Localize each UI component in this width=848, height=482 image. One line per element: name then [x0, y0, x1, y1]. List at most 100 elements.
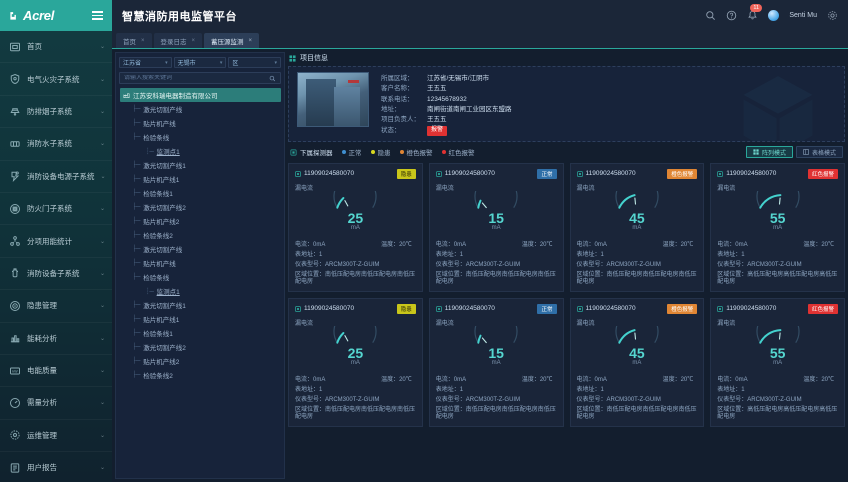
region-select-1[interactable]: 无锡市 ▾	[173, 57, 227, 68]
tree-node-10[interactable]: ├--- 检验条线2	[120, 228, 281, 242]
hamburger-icon[interactable]	[92, 11, 103, 20]
device-card-3[interactable]: 11909024580070 红色报警 漏电流 55 mA 电流：0mA 温度：…	[710, 162, 845, 292]
tree-node-2[interactable]: ├--- 贴片机产线	[120, 116, 281, 130]
tree-node-14[interactable]: ┊--- 监测点1	[120, 284, 281, 298]
search-box[interactable]	[119, 72, 281, 84]
card-header: 11909024580070 隐患	[295, 303, 416, 314]
sidebar-item-3[interactable]: 消防水子系统 ⌄	[0, 128, 112, 161]
card-id: 11909024580070	[717, 170, 776, 177]
tree-branch-icon: ├---	[132, 204, 141, 210]
avatar[interactable]	[768, 10, 780, 21]
device-card-0[interactable]: 11909024580070 隐患 漏电流 25 mA 电流：0mA 温度：20…	[288, 162, 423, 292]
sidebar: 首页 ⌄ 电气火灾子系统 ⌄ 防排烟子系统 ⌄ 消防水子系统 ⌄ 消防设备电源子…	[0, 31, 112, 482]
device-card-5[interactable]: 11909024580070 正常 漏电流 15 mA 电流：0mA 温度：20…	[428, 297, 564, 427]
sidebar-item-6[interactable]: 分项用能统计 ⌄	[0, 225, 112, 258]
sidebar-item-label: 首页	[27, 42, 42, 52]
card-details: 电流：0mA 温度：20℃ 表地址：1 仪表型号：ARCM300T-Z-GUIM…	[577, 377, 698, 422]
search-icon[interactable]	[269, 75, 276, 82]
card-row-location: 区域位置：南低压配电房南低压配电房南低压配电房	[576, 406, 697, 421]
tree-node-12[interactable]: ├--- 贴片机产线	[120, 256, 281, 270]
metric-label: 漏电流	[435, 185, 454, 192]
card-row-location: 区域位置：南低压配电房南低压配电房南低压配电房	[435, 271, 556, 286]
tab-2[interactable]: 蓄压源监测 ×	[204, 33, 260, 48]
tree-node-label: 贴片机产线1	[143, 317, 180, 324]
sidebar-item-12[interactable]: 运维管理 ⌄	[0, 420, 112, 453]
card-row-address: 表地址：1	[717, 251, 745, 258]
sidebar-item-13[interactable]: 用户报告 ⌄	[0, 452, 112, 482]
mode-button-1[interactable]: 表格模式	[795, 146, 843, 159]
temperature-value: 温度：20℃	[662, 376, 694, 383]
tree-node-label: 激光切割产线2	[143, 345, 186, 352]
sidebar-item-0[interactable]: 首页 ⌄	[0, 31, 112, 64]
search-icon[interactable]	[705, 10, 716, 21]
sidebar-item-5[interactable]: 防火门子系统 ⌄	[0, 193, 112, 226]
gauge-value: 55	[769, 344, 786, 361]
card-id-label: 11909024580070	[304, 170, 355, 178]
info-field-value: 南闸街道南闸工业园区东盟路	[427, 105, 512, 113]
card-row-model: 仪表型号：ARCM300T-Z-GUIM	[717, 396, 802, 403]
notifications[interactable]: 11	[747, 4, 763, 21]
gauge-value: 55	[769, 209, 786, 226]
tree-node-16[interactable]: ├--- 贴片机产线1	[120, 312, 281, 326]
tree-node-label: 贴片机产线	[143, 121, 176, 128]
tree-node-6[interactable]: ├--- 贴片机产线1	[120, 172, 281, 186]
chevron-down-icon: ⌄	[99, 76, 105, 83]
tab-0[interactable]: 首页 ×	[116, 33, 152, 48]
chevron-down-icon: ⌄	[99, 303, 105, 310]
chevron-down-icon: ▾	[219, 59, 223, 66]
gauge-chart	[756, 190, 800, 209]
temperature-value: 温度：20℃	[381, 241, 412, 248]
sidebar-item-9[interactable]: 能耗分析 ⌄	[0, 323, 112, 355]
card-row-location: 区域位置：高低压配电房高低压配电房高低压配电房	[717, 406, 838, 421]
search-input[interactable]	[124, 75, 270, 81]
device-card-1[interactable]: 11909024580070 正常 漏电流 15 mA 电流：0mA 温度：20…	[428, 162, 564, 292]
region-select-0[interactable]: 江苏省 ▾	[119, 57, 172, 68]
sidebar-item-7[interactable]: 消防设备子系统 ⌄	[0, 258, 112, 291]
tree-node-9[interactable]: ├--- 贴片机产线2	[120, 214, 281, 228]
gauge-unit: mA	[350, 224, 360, 231]
tree-node-4[interactable]: ┊--- 监测点1	[120, 144, 281, 158]
tree-node-1[interactable]: ├--- 激光切割产线	[120, 102, 281, 116]
sidebar-item-10[interactable]: kW 电能质量 ⌄	[0, 355, 112, 388]
sidebar-item-8[interactable]: 隐患管理 ⌄	[0, 290, 112, 323]
help-circle-icon[interactable]	[726, 10, 737, 21]
gauge-value: 25	[347, 209, 364, 226]
sidebar-item-11[interactable]: 需量分析 ⌄	[0, 387, 112, 420]
tree-node-8[interactable]: ├--- 激光切割产线2	[120, 200, 281, 214]
sidebar-item-1[interactable]: 电气火灾子系统 ⌄	[0, 63, 112, 96]
sidebar-item-4[interactable]: 消防设备电源子系统 ⌄	[0, 161, 112, 193]
project-info-panel: 所属区域： 江苏省/无锡市/江阴市 客户名称： 王五五 联系电话： 123456…	[288, 66, 845, 142]
tree-node-15[interactable]: ├--- 激光切割产线1	[120, 298, 281, 312]
sidebar-item-2[interactable]: 防排烟子系统 ⌄	[0, 96, 112, 129]
tree-node-root[interactable]: 江苏安科瑞电器制造有限公司	[120, 88, 281, 102]
device-card-2[interactable]: 11909024580070 橙色报警 漏电流 45 mA 电流：0mA 温度：…	[569, 162, 705, 292]
gauge-unit: mA	[773, 224, 783, 231]
tree-node-11[interactable]: ├--- 激光切割产线	[120, 242, 281, 256]
close-icon[interactable]: ×	[248, 37, 253, 44]
mode-button-0[interactable]: 阵列模式	[745, 146, 793, 159]
tree-node-7[interactable]: ├--- 检验条线1	[120, 186, 281, 200]
device-icon	[717, 305, 724, 312]
device-card-6[interactable]: 11909024580070 橙色报警 漏电流 45 mA 电流：0mA 温度：…	[569, 297, 705, 427]
card-id: 11909024580070	[295, 305, 354, 312]
region-select-2[interactable]: 区 ▾	[228, 57, 282, 68]
tree-node-label: 激光切割产线	[143, 247, 183, 254]
top-right-actions: 11 Senti Mu	[705, 4, 838, 21]
tree-node-13[interactable]: ├--- 检验条线	[120, 270, 281, 284]
device-card-7[interactable]: 11909024580070 红色报警 漏电流 55 mA 电流：0mA 温度：…	[710, 297, 845, 427]
close-icon[interactable]: ×	[141, 37, 145, 44]
tree-node-18[interactable]: ├--- 激光切割产线2	[120, 340, 281, 354]
close-icon[interactable]: ×	[191, 37, 196, 44]
device-card-4[interactable]: 11909024580070 隐患 漏电流 25 mA 电流：0mA 温度：20…	[288, 297, 423, 427]
sidebar-item-label: 能耗分析	[27, 333, 57, 343]
tree-node-5[interactable]: ├--- 激光切割产线1	[120, 158, 281, 172]
tree-node-19[interactable]: ├--- 贴片机产线2	[120, 354, 281, 368]
tree-node-3[interactable]: ├--- 检验条线	[120, 130, 281, 144]
tab-1[interactable]: 登录日志 ×	[153, 33, 203, 48]
tree-node-17[interactable]: ├--- 检验条线1	[120, 326, 281, 340]
tree-node-20[interactable]: ├--- 检验条线2	[120, 368, 281, 382]
gear-icon[interactable]	[827, 10, 838, 21]
card-details: 电流：0mA 温度：20℃ 表地址：1 仪表型号：ARCM300T-Z-GUIM…	[295, 242, 416, 287]
legend-items: 下属探测器 正常 隐患 橙色报警 红色报警	[290, 147, 475, 157]
body: 首页 ⌄ 电气火灾子系统 ⌄ 防排烟子系统 ⌄ 消防水子系统 ⌄ 消防设备电源子…	[0, 31, 848, 482]
